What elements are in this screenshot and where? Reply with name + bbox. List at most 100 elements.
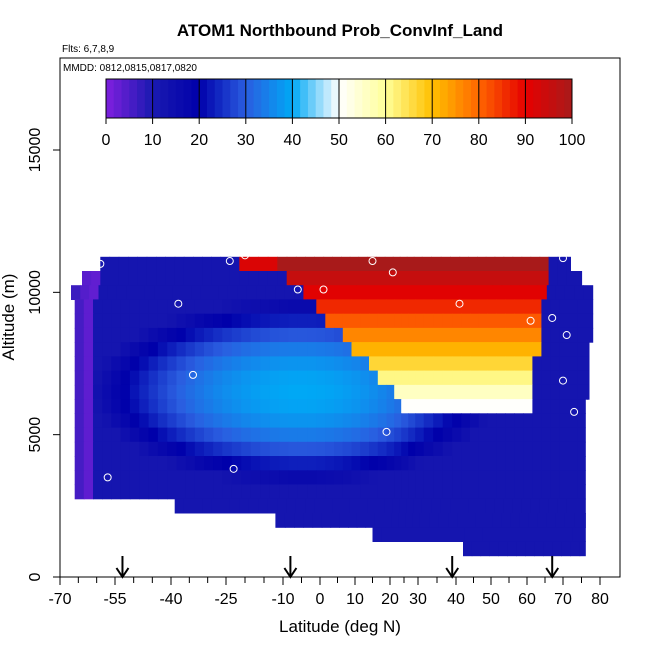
x-tick-label: -40 [159,591,182,608]
curtain-cell [514,327,524,343]
curtain-cell [269,470,280,486]
curtain-cell [452,313,462,329]
x-tick-label: 30 [409,591,427,608]
curtain-cell [369,413,379,429]
colorbar-segment [144,79,154,118]
curtain-cell [470,470,480,486]
curtain-cell [176,441,187,457]
curtain-cell [334,313,344,329]
curtain-cell [423,456,434,471]
curtain-cell [129,441,140,457]
curtain-cell [559,399,570,414]
curtain-cell [415,427,425,443]
curtain-cell [185,470,196,486]
curtain-cell [111,399,122,414]
curtain-cell [129,427,140,443]
curtain-cell [437,527,448,542]
curtain-cell [408,327,416,343]
curtain-cell [512,498,523,514]
curtain-cell [369,356,379,372]
curtain-cell [548,256,559,272]
curtain-cell [204,470,214,486]
y-axis-label: Altitude (m) [0,274,18,361]
curtain-cell [316,370,326,386]
curtain-cell [394,441,402,457]
curtain-cell [496,484,506,500]
curtain-cell [193,498,203,514]
curtain-cell [577,313,588,329]
curtain-cell [116,285,127,300]
curtain-cell [167,456,178,471]
curtain-cell [466,285,476,300]
curtain-cell [532,384,542,400]
curtain-cell [532,470,542,486]
curtain-cell [418,527,429,542]
colorbar-segment [245,79,255,118]
curtain-cell [523,399,533,414]
profile-point [559,376,567,385]
curtain-cell [541,470,551,486]
curtain-cell [183,498,194,514]
curtain-cell [148,356,159,372]
curtain-cell [231,299,242,315]
curtain-cell [461,313,471,329]
curtain-cell [401,470,409,486]
curtain-cell [323,271,333,286]
curtain-cell [241,427,252,443]
curtain-cell [577,413,586,429]
curtain-cell [260,299,271,315]
colorbar-tick-label: 50 [330,132,348,149]
curtain-cell [478,299,489,315]
curtain-cell [386,370,395,386]
curtain-cell [442,413,453,429]
curtain-cell [394,299,402,315]
colorbar-segment [300,79,309,118]
curtain-cell [231,413,242,429]
curtain-cell [111,456,122,471]
curtain-cell [450,271,461,286]
curtain-cell [102,399,112,414]
curtain-cell [307,441,317,457]
curtain-cell [505,342,515,357]
curtain-cell [491,527,501,542]
curtain-cell [288,413,299,429]
curtain-cell [369,470,379,486]
curtain-cell [487,370,497,386]
curtain-cell [246,285,257,300]
curtain-cell [461,356,471,372]
curtain-cell [213,456,223,471]
curtain-cell [129,470,140,486]
curtain-cell [487,356,497,372]
curtain-cell [185,342,196,357]
curtain-cell [512,256,523,272]
curtain-cell [348,285,358,300]
curtain-cell [576,498,586,514]
curtain-cell [260,441,271,457]
curtain-cell [360,470,370,486]
profile-point [225,257,234,266]
curtain-cell [550,313,560,329]
curtain-cell [89,285,100,300]
curtain-cell [450,256,461,272]
curtain-cell [74,356,85,372]
curtain-cell [167,413,178,429]
curtain-cell [83,441,94,457]
curtain-cell [415,327,425,343]
curtain-cell [413,498,423,514]
curtain-cell [167,313,178,329]
curtain-cell [559,313,570,329]
curtain-cell [528,513,539,528]
curtain-cell [172,285,183,300]
curtain-cell [204,384,214,400]
curtain-cell [260,370,271,386]
curtain-cell [295,271,306,286]
curtain-cell [433,413,444,429]
curtain-cell [193,256,203,272]
curtain-cell [129,356,140,372]
curtain-cell [408,299,416,315]
curtain-cell [260,384,271,400]
curtain-cell [176,299,187,315]
curtain-cell [213,413,223,429]
curtain-cell [176,484,187,500]
curtain-cell [459,256,469,272]
